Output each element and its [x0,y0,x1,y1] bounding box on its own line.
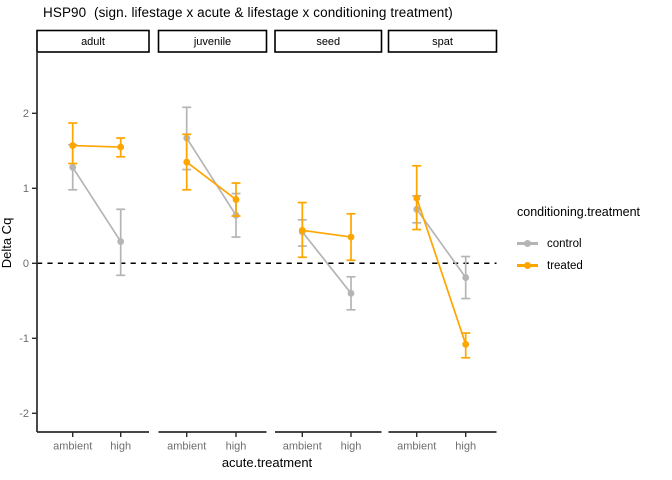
data-point [69,142,77,149]
facet-strip-label: spat [432,36,453,48]
data-point [183,158,191,166]
x-tick-label: high [110,441,131,453]
series-line [185,137,237,216]
series-line [301,231,352,294]
legend: conditioning.treatment control treated [517,205,640,280]
series-line [72,144,121,148]
facet-strip [36,29,150,53]
data-point [117,238,125,245]
series-line [186,161,237,201]
data-point [347,289,355,297]
data-point [462,274,470,281]
series-line [302,229,352,238]
facet-strip-label: juvenile [193,36,231,48]
data-point [69,163,77,171]
y-axis-title: Delta Cq [0,218,14,269]
data-point [462,340,470,348]
x-tick-label: ambient [167,441,206,453]
legend-item-control: control [517,236,640,251]
y-tick-label: 0 [23,258,29,270]
y-tick-label: -2 [19,408,29,420]
legend-item-treated: treated [517,258,640,273]
data-point [298,226,306,234]
facet-strip [157,29,268,53]
x-tick-label: ambient [283,441,322,453]
x-axis-title: acute.treatment [222,455,313,470]
data-point [117,143,125,151]
legend-label-control: control [547,237,582,250]
facet-strip [387,29,498,53]
legend-label-treated: treated [547,259,583,272]
facet-strip-label: seed [316,36,340,48]
legend-key-treated-icon [517,258,538,273]
plot-title: HSP90 (sign. lifestage x acute & lifesta… [43,5,453,20]
facet-strip-label: adult [81,36,105,48]
legend-key-control-icon [517,236,538,251]
legend-title: conditioning.treatment [517,205,640,219]
x-tick-label: ambient [397,441,436,453]
x-tick-label: high [341,441,362,453]
data-point [347,233,355,241]
x-tick-label: high [226,441,247,453]
x-tick-label: high [455,441,476,453]
series-line [71,166,122,243]
facet-strip [274,29,383,53]
y-tick-label: -1 [19,333,29,345]
series-line [415,197,467,345]
data-point [413,194,421,202]
y-tick-label: 1 [23,183,29,195]
data-point [232,196,240,203]
x-tick-label: ambient [53,441,92,453]
panels-group: 2 1 0 -1 -2 adult ambient high juvenile ambient hi… [19,29,498,453]
y-tick-label: 2 [23,108,29,120]
